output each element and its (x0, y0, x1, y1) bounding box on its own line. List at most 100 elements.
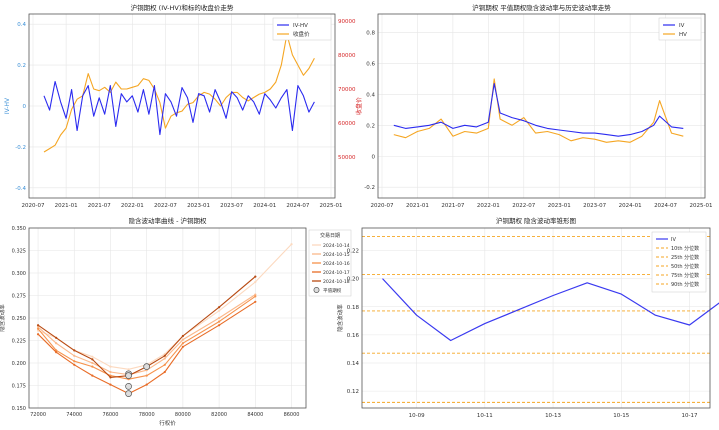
chart4-gridlines (362, 228, 710, 408)
chart3-point (36, 324, 40, 327)
chart4-legend-label: 25th 分位数 (671, 254, 699, 261)
chart3-point (254, 295, 257, 298)
chart4-legend-label: 90th 分位数 (671, 281, 699, 288)
chart2-x-tick-label: 2022-01 (477, 203, 500, 209)
chart1-y-tick-label: -0.4 (15, 186, 26, 192)
chart3-y-tick-label: 0.150 (12, 406, 26, 412)
chart1-y2-tick-label: 50000 (338, 155, 356, 161)
chart2-x-tick-label: 2020-07 (371, 203, 394, 209)
chart3-legend-label: 2024-10-16 (323, 261, 350, 267)
chart3-x-tick-label: 74000 (66, 412, 82, 418)
chart1-axes-frame (28, 13, 336, 199)
chart3-point (73, 363, 76, 366)
chart2-x-tick-label: 2021-01 (406, 203, 429, 209)
chart1-y2-tick-label: 60000 (338, 121, 356, 127)
chart3-atm-marker (125, 372, 132, 379)
chart4-legend-label: 50th 分位数 (671, 263, 699, 270)
chart4-y-label: 隐含波动率 (336, 304, 344, 332)
chart2-legend-label: IV (679, 23, 685, 29)
chart3-x-tick-label: 72000 (30, 412, 46, 418)
chart1-series-close (43, 33, 315, 153)
chart3-point (109, 365, 112, 368)
chart3-legend-label: 2024-10-14 (323, 243, 350, 249)
chart2-y-tick-label: 0.4 (366, 92, 375, 98)
chart3-point (109, 370, 112, 374)
chart4-y-tick-label: 0.16 (347, 333, 360, 339)
chart3-point (91, 374, 94, 377)
chart3-x-tick-label: 84000 (247, 412, 263, 418)
chart3-point (290, 243, 293, 246)
chart2-axes-frame (377, 13, 706, 199)
chart3-point (36, 325, 40, 329)
chart3-point (91, 365, 94, 368)
chart4-y-tick-label: 0.14 (347, 361, 360, 367)
chart3-point (91, 355, 94, 358)
chart4-legend-label: IV (671, 237, 676, 243)
chart3-x-tick-label: 80000 (175, 412, 191, 418)
chart1-x-tick-label: 2023-01 (187, 203, 210, 209)
chart1-y2-tick-label: 70000 (338, 87, 356, 93)
chart4-x-tick-label: 10-09 (409, 413, 425, 419)
chart2-y-tick-label: 0 (372, 154, 376, 160)
chart1-y2-tick-label: 90000 (338, 19, 356, 25)
chart4-x-tick-label: 10-11 (477, 413, 493, 419)
chart3-point (145, 383, 148, 386)
chart3-point (91, 361, 94, 365)
chart3-point (36, 327, 40, 330)
chart3-y-tick-label: 0.300 (12, 271, 26, 277)
chart3-legend-label: 2024-10-17 (323, 270, 350, 276)
chart1-x-tick-label: 2022-07 (154, 203, 177, 209)
chart2-title: 沪铜期权 平值期权隐含波动率与历史波动率走势 (472, 3, 611, 12)
chart3-point (73, 354, 76, 357)
chart3-atm-marker (125, 383, 132, 390)
chart1-y-tick-label: 0 (23, 104, 27, 110)
chart3-y-tick-label: 0.275 (12, 294, 26, 300)
chart3-point (109, 376, 112, 379)
chart1-title: 沪铜期权 (IV-HV)和标的收盘价走势 (131, 3, 234, 12)
chart3-point (254, 300, 257, 303)
chart3-y-tick-label: 0.250 (12, 316, 26, 322)
chart3-atm-marker (143, 363, 151, 370)
chart2-y-tick-label: 0.8 (366, 31, 375, 37)
chart1-x-tick-label: 2022-01 (121, 203, 144, 209)
chart3-title: 隐含波动率曲线 - 沪铜期权 (129, 216, 207, 225)
chart2-x-tick-label: 2022-07 (512, 203, 535, 209)
chart3-x-tick-label: 82000 (211, 412, 227, 418)
chart3-point (217, 306, 221, 309)
chart3-point (127, 368, 130, 371)
chart3-point (109, 383, 112, 386)
chart3-legend-label: 2024-10-15 (323, 252, 350, 258)
chart4-x-tick-label: 10-17 (682, 413, 698, 419)
chart4-series-iv (382, 278, 719, 342)
chart3-point (36, 333, 40, 336)
chart1-y-tick-label: 0.4 (17, 22, 26, 28)
chart2-y-tick-label: 0.2 (366, 123, 375, 129)
chart2-x-tick-label: 2023-01 (548, 203, 571, 209)
chart2-x-tick-label: 2024-07 (654, 203, 677, 209)
chart1-x-tick-label: 2020-07 (22, 203, 45, 209)
chart4-legend-label: 10th 分位数 (671, 245, 699, 252)
chart2-y-tick-label: -0.2 (364, 185, 375, 191)
chart3-y-tick-label: 0.175 (12, 384, 26, 390)
chart3-x-tick-label: 76000 (103, 412, 119, 418)
chart3-point (55, 336, 58, 339)
chart3-point (163, 370, 166, 374)
chart4-y-tick-label: 0.12 (347, 389, 359, 395)
chart1-x-tick-label: 2025-01 (320, 203, 343, 209)
chart2-legend-label: HV (679, 32, 687, 38)
chart4-legend-box (651, 231, 707, 293)
chart1-x-tick-label: 2024-01 (253, 203, 276, 209)
chart2-gridlines (378, 14, 705, 198)
chart4-x-tick-label: 10-13 (545, 413, 561, 419)
chart3-point (254, 280, 257, 284)
chart3-y-tick-label: 0.350 (12, 226, 26, 232)
chart4-axes-frame (361, 227, 711, 409)
chart3-point (163, 363, 166, 366)
chart4-x-tick-label: 10-15 (613, 413, 629, 419)
chart3-y-tick-label: 0.325 (12, 249, 26, 255)
chart2-x-tick-label: 2025-01 (690, 203, 713, 209)
chart3-atm-marker (125, 390, 132, 397)
chart1-legend-label: 收盘价 (293, 30, 310, 38)
chart3-point (181, 345, 184, 348)
chart3-point (73, 360, 76, 363)
